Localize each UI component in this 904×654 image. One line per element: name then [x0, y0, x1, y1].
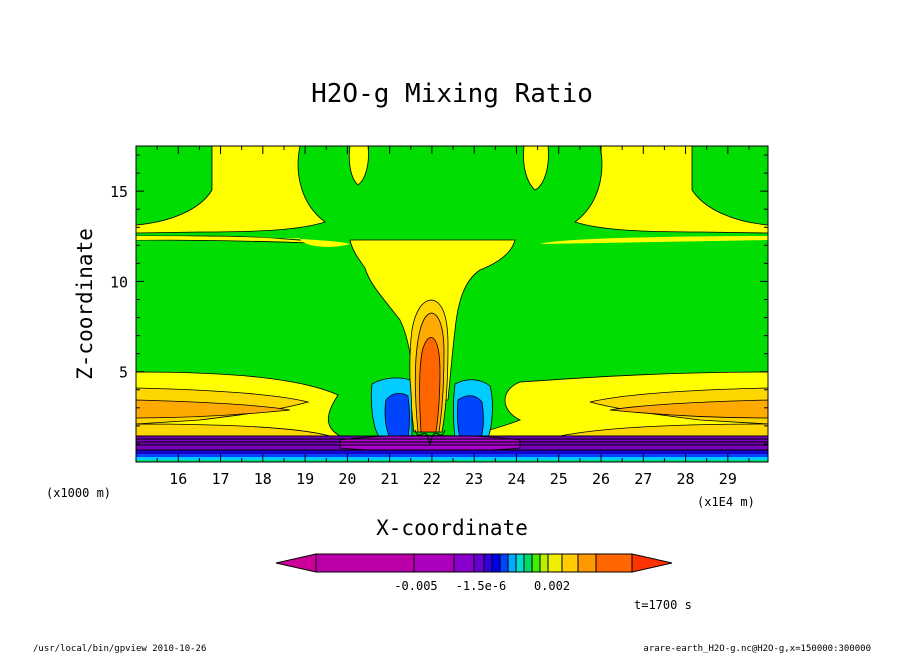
colorbar-max-triangle	[631, 553, 673, 573]
colorbar-cell	[547, 553, 563, 573]
right-mid-yellow-band	[540, 236, 768, 244]
bottom-dark-blue-layer	[136, 450, 768, 454]
x-tick-label: 25	[550, 470, 568, 488]
footer-right: arare-earth_H2O-g.nc@H2O-g,x=150000:3000…	[643, 644, 871, 654]
colorbar-cell	[507, 553, 517, 573]
left-mid-yellow-band	[136, 236, 350, 247]
plot-frame	[135, 145, 769, 463]
colorbar-cell	[515, 553, 525, 573]
y-axis: 5 10 15	[110, 154, 768, 463]
colorbar-cell	[539, 553, 549, 573]
right-blue-lobe	[457, 395, 484, 439]
x-tick-label: 26	[592, 470, 610, 488]
x-tick-label: 16	[169, 470, 187, 488]
plot-area	[135, 145, 769, 463]
footer-left: /usr/local/bin/gpview 2010-10-26	[33, 644, 206, 654]
upper-left-small-yellow	[348, 146, 369, 186]
bottom-green-layer	[136, 460, 768, 462]
y-tick-label: 5	[119, 364, 128, 382]
colorbar-label: -1.5e-6	[456, 579, 507, 593]
colorbar-label: -0.005	[394, 579, 437, 593]
colorbar-cell	[473, 553, 485, 573]
colorbar-cell	[531, 553, 541, 573]
x-axis-label: X-coordinate	[376, 516, 528, 540]
x-tick-label: 23	[465, 470, 483, 488]
x-axis: 16 17 18 19 20 21 22 23 24 25 26 27 28 29	[135, 146, 750, 488]
y-tick-label: 15	[110, 183, 128, 201]
colorbar-cell	[577, 553, 597, 573]
x-unit-label: (x1E4 m)	[697, 495, 755, 509]
x-tick-label: 19	[296, 470, 314, 488]
y-unit-label: (x1000 m)	[46, 486, 111, 500]
bottom-contour-lines	[136, 429, 768, 451]
colorbar-min-triangle	[275, 553, 317, 573]
x-tick-label: 27	[634, 470, 652, 488]
bottom-blue-layer	[136, 454, 768, 457]
left-blue-lobe	[384, 392, 410, 439]
x-tick-label: 20	[338, 470, 356, 488]
y-axis-label: Z-coordinate	[73, 228, 97, 380]
colorbar-cell	[523, 553, 533, 573]
y-tick-label: 10	[110, 273, 128, 291]
colorbar-cell	[315, 553, 415, 573]
colorbar-cell	[413, 553, 455, 573]
colorbar-label: 0.002	[534, 579, 570, 593]
chart-title: H2O-g Mixing Ratio	[311, 79, 593, 109]
x-tick-label: 22	[423, 470, 441, 488]
colorbar-cell	[483, 553, 493, 573]
x-tick-label: 24	[507, 470, 525, 488]
colorbar-cell	[491, 553, 501, 573]
colorbar	[275, 553, 673, 573]
bottom-cyan-layer	[136, 457, 768, 460]
colorbar-cell	[561, 553, 579, 573]
x-tick-label: 17	[212, 470, 230, 488]
upper-right-small-yellow	[523, 146, 549, 191]
x-tick-label: 28	[677, 470, 695, 488]
time-annotation: t=1700 s	[634, 598, 692, 612]
x-tick-label: 29	[719, 470, 737, 488]
plume-dark-orange	[419, 337, 441, 433]
x-tick-label: 21	[381, 470, 399, 488]
colorbar-cell	[453, 553, 475, 573]
lower-right-orange	[609, 399, 768, 419]
x-tick-label: 18	[254, 470, 272, 488]
upper-right-yellow-region	[574, 146, 768, 234]
upper-left-yellow-region	[136, 146, 326, 234]
colorbar-cell	[595, 553, 633, 573]
lower-left-orange	[136, 399, 291, 419]
colorbar-cell	[499, 553, 509, 573]
colorbar-labels: -0.005 -1.5e-6 0.002	[394, 579, 570, 593]
